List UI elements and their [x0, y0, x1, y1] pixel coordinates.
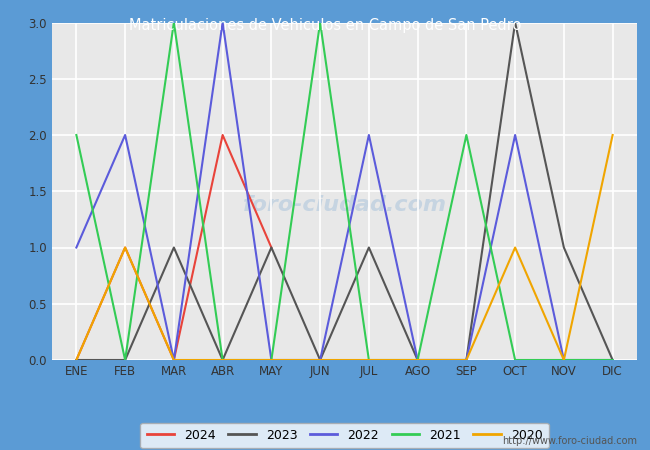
- 2021: [511, 357, 519, 363]
- 2020: [560, 357, 568, 363]
- 2020: [316, 357, 324, 363]
- 2024: [170, 357, 178, 363]
- 2022: [511, 132, 519, 138]
- 2021: [365, 357, 373, 363]
- 2023: [72, 357, 81, 363]
- 2022: [268, 357, 276, 363]
- 2023: [608, 357, 616, 363]
- 2024: [218, 132, 227, 138]
- 2023: [365, 245, 373, 250]
- 2023: [121, 357, 129, 363]
- 2020: [170, 357, 178, 363]
- 2023: [218, 357, 227, 363]
- Line: 2022: 2022: [77, 22, 612, 360]
- 2023: [316, 357, 324, 363]
- 2021: [413, 357, 421, 363]
- 2022: [121, 132, 129, 138]
- 2023: [268, 245, 276, 250]
- 2022: [72, 245, 81, 250]
- 2020: [121, 245, 129, 250]
- 2021: [121, 357, 129, 363]
- Line: 2020: 2020: [77, 135, 612, 360]
- 2022: [413, 357, 421, 363]
- 2022: [365, 132, 373, 138]
- 2023: [413, 357, 421, 363]
- 2021: [608, 357, 616, 363]
- 2020: [511, 245, 519, 250]
- 2024: [268, 245, 276, 250]
- 2021: [463, 132, 471, 138]
- Text: foro-ciudad.com: foro-ciudad.com: [242, 195, 447, 215]
- 2023: [170, 245, 178, 250]
- 2020: [608, 132, 616, 138]
- 2020: [463, 357, 471, 363]
- Line: 2021: 2021: [77, 22, 612, 360]
- 2024: [72, 357, 81, 363]
- 2023: [560, 245, 568, 250]
- 2021: [268, 357, 276, 363]
- 2024: [121, 245, 129, 250]
- 2021: [72, 132, 81, 138]
- 2023: [511, 20, 519, 25]
- 2021: [316, 20, 324, 25]
- Line: 2023: 2023: [77, 22, 612, 360]
- 2020: [365, 357, 373, 363]
- 2023: [463, 357, 471, 363]
- 2020: [72, 357, 81, 363]
- 2022: [560, 357, 568, 363]
- 2021: [170, 20, 178, 25]
- 2022: [170, 357, 178, 363]
- Text: Matriculaciones de Vehiculos en Campo de San Pedro: Matriculaciones de Vehiculos en Campo de…: [129, 18, 521, 33]
- 2020: [413, 357, 421, 363]
- 2021: [560, 357, 568, 363]
- 2020: [268, 357, 276, 363]
- Text: http://www.foro-ciudad.com: http://www.foro-ciudad.com: [502, 436, 637, 446]
- 2022: [608, 357, 616, 363]
- Legend: 2024, 2023, 2022, 2021, 2020: 2024, 2023, 2022, 2021, 2020: [140, 423, 549, 448]
- Line: 2024: 2024: [77, 135, 272, 360]
- 2022: [218, 20, 227, 25]
- 2022: [463, 357, 471, 363]
- 2020: [218, 357, 227, 363]
- 2021: [218, 357, 227, 363]
- 2022: [316, 357, 324, 363]
